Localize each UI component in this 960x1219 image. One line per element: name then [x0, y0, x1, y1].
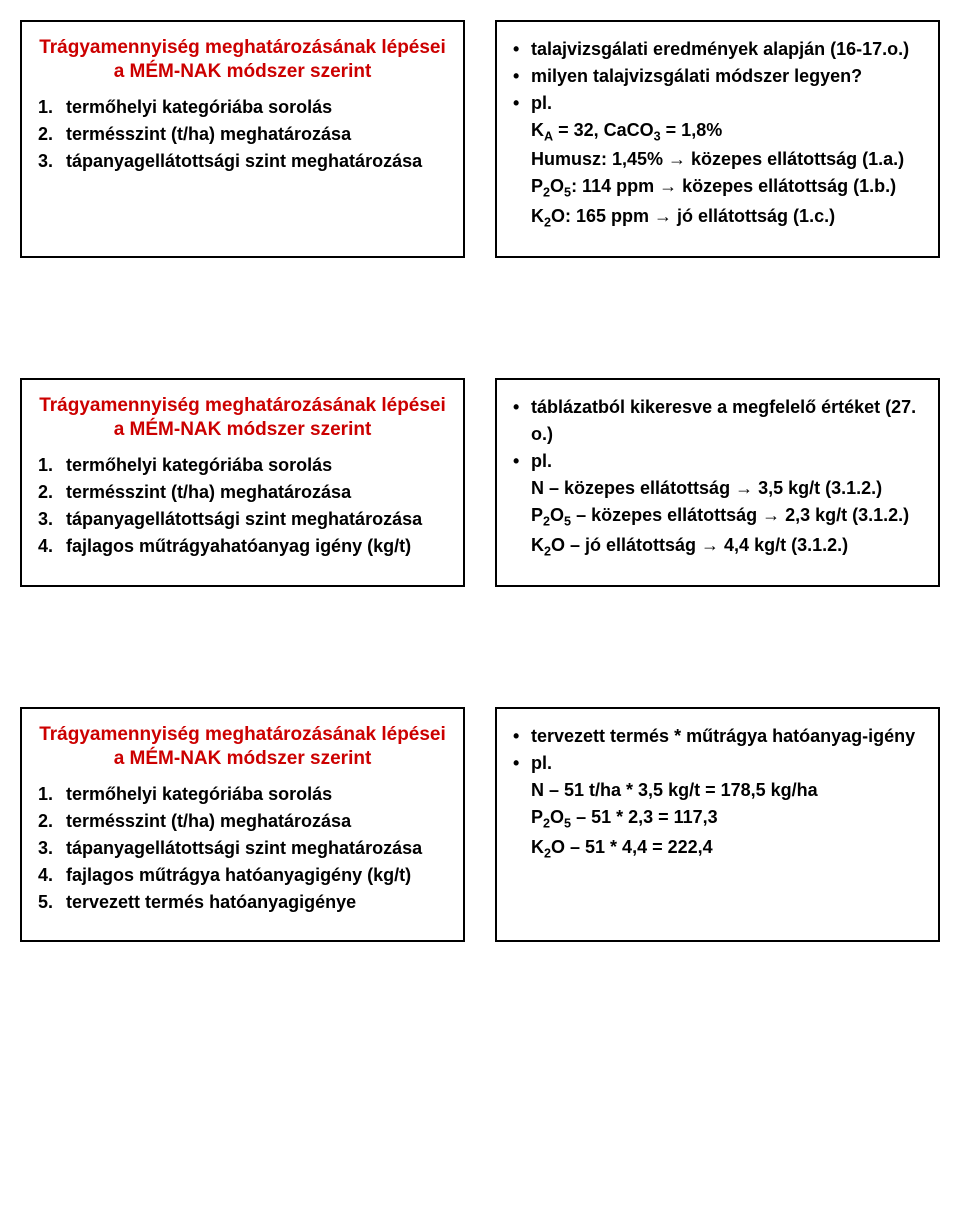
box-steps-3: Trágyamennyiség meghatározásának lépései…: [20, 707, 465, 942]
bullet-item: milyen talajvizsgálati módszer legyen?: [513, 63, 922, 90]
bullet-item: táblázatból kikeresve a megfelelő értéke…: [513, 394, 922, 448]
indent-line: P2O5 – 51 * 2,3 = 117,3: [513, 804, 922, 833]
bullet-item: pl.: [513, 90, 922, 117]
steps-list: 1.termőhelyi kategóriába sorolás 2.termé…: [38, 452, 447, 560]
box-details-2: táblázatból kikeresve a megfelelő értéke…: [495, 378, 940, 587]
indent-line: K2O: 165 ppm → jó ellátottság (1.c.): [513, 203, 922, 232]
indent-line: Humusz: 1,45% → közepes ellátottság (1.a…: [513, 146, 922, 173]
step-item: 3.tápanyagellátottsági szint meghatározá…: [38, 506, 447, 533]
box-details-3: tervezett termés * műtrágya hatóanyag-ig…: [495, 707, 940, 942]
step-item: 3.tápanyagellátottsági szint meghatározá…: [38, 148, 447, 175]
step-item: 3.tápanyagellátottsági szint meghatározá…: [38, 835, 447, 862]
indent-line: KA = 32, CaCO3 = 1,8%: [513, 117, 922, 146]
box-title: Trágyamennyiség meghatározásának lépései…: [38, 36, 447, 84]
step-item: 4.fajlagos műtrágyahatóanyag igény (kg/t…: [38, 533, 447, 560]
indent-line: P2O5: 114 ppm → közepes ellátottság (1.b…: [513, 173, 922, 202]
step-item: 1.termőhelyi kategóriába sorolás: [38, 452, 447, 479]
step-item: 2.termésszint (t/ha) meghatározása: [38, 808, 447, 835]
bullet-item: talajvizsgálati eredmények alapján (16-1…: [513, 36, 922, 63]
step-item: 1.termőhelyi kategóriába sorolás: [38, 781, 447, 808]
indent-line: K2O – 51 * 4,4 = 222,4: [513, 834, 922, 863]
box-steps-2: Trágyamennyiség meghatározásának lépései…: [20, 378, 465, 587]
bullet-item: pl.: [513, 448, 922, 475]
steps-list: 1.termőhelyi kategóriába sorolás 2.termé…: [38, 781, 447, 916]
indent-line: K2O – jó ellátottság → 4,4 kg/t (3.1.2.): [513, 532, 922, 561]
box-steps-1: Trágyamennyiség meghatározásának lépései…: [20, 20, 465, 258]
indent-line: N – 51 t/ha * 3,5 kg/t = 178,5 kg/ha: [513, 777, 922, 804]
bullet-list: táblázatból kikeresve a megfelelő értéke…: [513, 394, 922, 475]
indent-line: N – közepes ellátottság → 3,5 kg/t (3.1.…: [513, 475, 922, 502]
bullet-list: talajvizsgálati eredmények alapján (16-1…: [513, 36, 922, 117]
step-item: 1.termőhelyi kategóriába sorolás: [38, 94, 447, 121]
step-item: 4.fajlagos műtrágya hatóanyagigény (kg/t…: [38, 862, 447, 889]
box-details-1: talajvizsgálati eredmények alapján (16-1…: [495, 20, 940, 258]
box-title: Trágyamennyiség meghatározásának lépései…: [38, 394, 447, 442]
bullet-item: tervezett termés * műtrágya hatóanyag-ig…: [513, 723, 922, 750]
box-title: Trágyamennyiség meghatározásának lépései…: [38, 723, 447, 771]
step-item: 2.termésszint (t/ha) meghatározása: [38, 479, 447, 506]
step-item: 5.tervezett termés hatóanyagigénye: [38, 889, 447, 916]
steps-list: 1.termőhelyi kategóriába sorolás 2.termé…: [38, 94, 447, 175]
bullet-list: tervezett termés * műtrágya hatóanyag-ig…: [513, 723, 922, 777]
indent-line: P2O5 – közepes ellátottság → 2,3 kg/t (3…: [513, 502, 922, 531]
bullet-item: pl.: [513, 750, 922, 777]
step-item: 2.termésszint (t/ha) meghatározása: [38, 121, 447, 148]
